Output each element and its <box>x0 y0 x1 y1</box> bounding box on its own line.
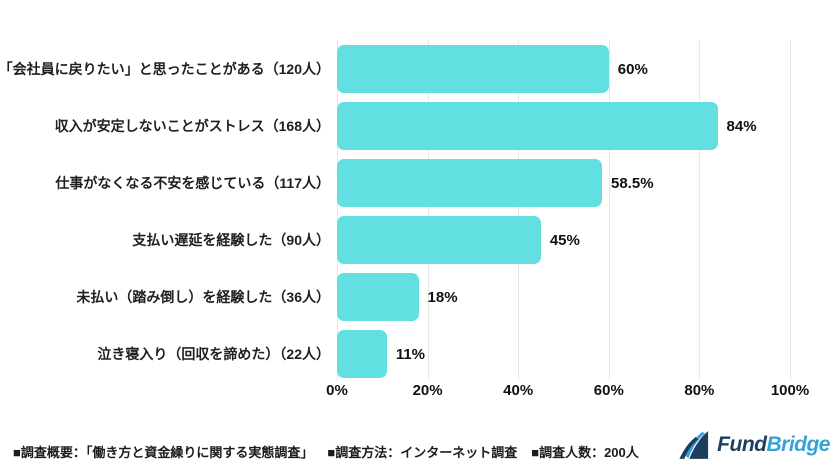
bar-row: 11% <box>337 330 790 378</box>
logo-bridge-text: Bridge <box>766 433 830 456</box>
bar <box>337 330 387 378</box>
x-tick-label: 20% <box>412 382 443 399</box>
bar-row: 84% <box>337 102 790 150</box>
bar <box>337 102 718 150</box>
value-label: 18% <box>427 288 458 306</box>
bar-chart: 「会社員に戻りたい」と思ったことがある（120人） 収入が安定しないことがストレス… <box>0 0 840 420</box>
x-tick-label: 80% <box>684 382 715 399</box>
footer: ■調査概要：「働き方と資金繰りに関する実態調査」 ■調査方法：インターネット調査 ■… <box>0 420 840 472</box>
bar <box>337 216 541 264</box>
gridline-0 <box>337 40 338 380</box>
bar <box>337 159 602 207</box>
x-axis-ticks: 0% 20% 40% 60% 80% 100% <box>0 382 840 404</box>
gridline-20 <box>427 40 429 380</box>
gridline-60 <box>608 40 610 380</box>
value-label: 45% <box>549 231 580 249</box>
logo-fund-text: Fund <box>717 433 767 456</box>
survey-notes: ■調査概要：「働き方と資金繰りに関する実態調査」 ■調査方法：インターネット調査 ■… <box>13 442 653 461</box>
bar-row: 18% <box>337 273 790 321</box>
bar-row: 45% <box>337 216 790 264</box>
bar-row: 60% <box>337 45 790 93</box>
bar <box>337 273 419 321</box>
bar <box>337 45 609 93</box>
category-label: 収入が安定しないことがストレス（168人） <box>54 118 330 134</box>
bar-row: 58.5% <box>337 159 790 207</box>
x-tick-label: 100% <box>770 382 810 399</box>
x-tick-label: 0% <box>326 382 348 399</box>
plot-area: 60% 84% 58.5% 45% 18% 11% <box>337 40 791 380</box>
category-label: 仕事がなくなる不安を感じている（117人） <box>55 175 330 191</box>
category-labels-column: 「会社員に戻りたい」と思ったことがある（120人） 収入が安定しないことがストレス… <box>0 0 330 420</box>
gridline-100 <box>790 40 791 380</box>
value-label: 58.5% <box>611 174 654 192</box>
category-label: 「会社員に戻りたい」と思ったことがある（120人） <box>0 61 330 77</box>
gridline-40 <box>518 40 520 380</box>
category-label: 泣き寝入り（回収を諦めた）（22人） <box>97 346 330 362</box>
x-tick-label: 40% <box>503 382 534 399</box>
value-label: 84% <box>726 117 757 135</box>
value-label: 60% <box>617 60 648 78</box>
value-label: 11% <box>395 345 426 363</box>
logo-wordmark: FundBridge <box>717 433 830 457</box>
gridline-80 <box>699 40 701 380</box>
survey-overview-note: ■調査概要：「働き方と資金繰りに関する実態調査」 <box>13 445 314 460</box>
x-tick-label: 60% <box>593 382 624 399</box>
category-label: 支払い遅延を経験した（90人） <box>132 232 330 248</box>
fundbridge-logo: FundBridge <box>677 428 830 462</box>
fundbridge-logo-icon <box>677 428 713 462</box>
survey-method-note: ■調査方法：インターネット調査 <box>327 445 518 460</box>
survey-size-note: ■調査人数：200人 <box>531 445 639 460</box>
category-label: 未払い（踏み倒し）を経験した（36人） <box>76 289 330 305</box>
